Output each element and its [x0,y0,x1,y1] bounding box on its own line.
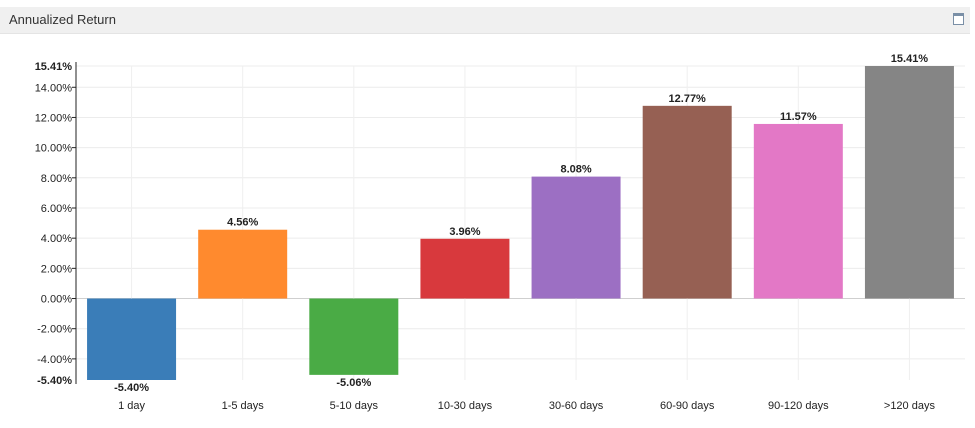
x-tick-label: 5-10 days [330,400,379,412]
y-tick-label: 2.00% [41,263,72,275]
y-tick-label: 12.00% [35,112,73,124]
x-tick-label: 10-30 days [438,400,493,412]
y-tick-label: 8.00% [41,173,72,185]
bar-90-120-days[interactable] [753,123,843,299]
y-tick-label: -4.00% [37,354,72,366]
y-tick-label: 0.00% [41,294,72,306]
bar-60-90-days[interactable] [642,105,732,299]
y-tick-label: -2.00% [37,324,72,336]
bar-value-label: 12.77% [669,93,707,105]
bar-1-day[interactable] [87,298,177,380]
bar-120-days[interactable] [864,66,954,299]
bar-value-label: 4.56% [227,217,258,229]
bar-value-label: -5.40% [114,382,149,394]
bar-value-label: 11.57% [780,111,817,123]
panel-header: Annualized Return [0,7,970,34]
y-max-label: 15.41% [35,61,73,73]
bar-1-5-days[interactable] [198,229,288,299]
x-tick-label: 90-120 days [768,400,829,412]
bar-30-60-days[interactable] [531,176,621,299]
bar-value-label: 8.08% [560,164,591,176]
bar-value-label: 15.41% [891,53,929,65]
x-tick-label: 30-60 days [549,400,604,412]
y-tick-label: 10.00% [35,143,73,155]
y-min-label: -5.40% [37,375,72,387]
bar-10-30-days[interactable] [420,238,510,299]
panel-title: Annualized Return [9,12,116,27]
bar-value-label: 3.96% [449,226,480,238]
y-tick-label: 14.00% [35,82,73,94]
x-tick-label: 1 day [118,400,145,412]
x-tick-label: 60-90 days [660,400,715,412]
x-tick-label: >120 days [884,400,936,412]
y-tick-label: 4.00% [41,233,72,245]
bar-value-label: -5.06% [336,377,371,389]
y-tick-label: 6.00% [41,203,72,215]
window-maximize-icon[interactable] [953,13,964,25]
x-tick-label: 1-5 days [222,400,265,412]
bar-5-10-days[interactable] [309,298,399,375]
